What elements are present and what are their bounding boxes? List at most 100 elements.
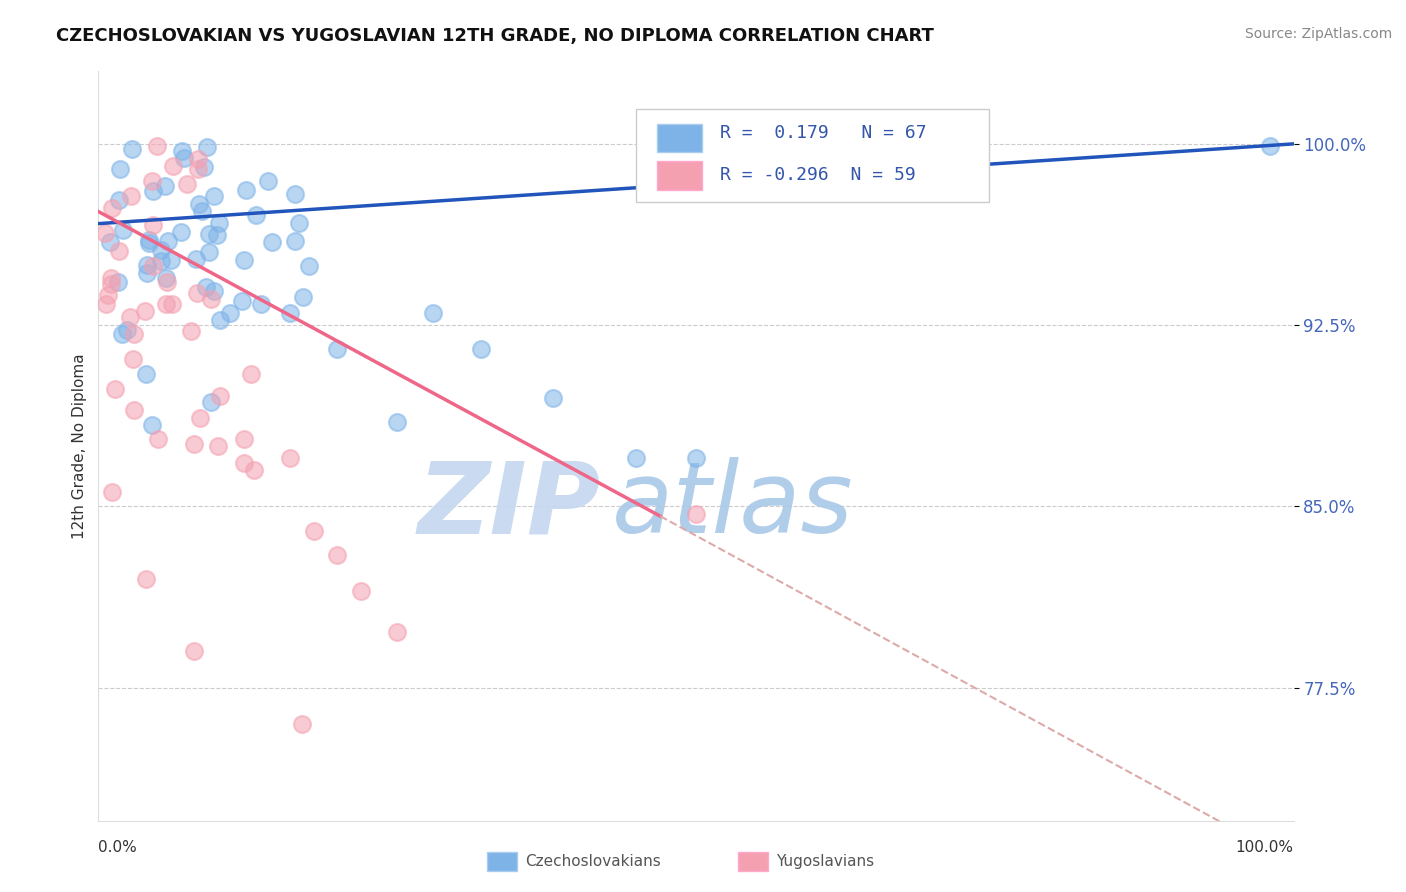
Point [141, 418, 163, 433]
Point [239, 367, 262, 381]
Point [156, 275, 179, 289]
Point [233, 432, 256, 446]
Point [112, 222, 135, 236]
Point [191, 204, 214, 219]
Text: 100.0%: 100.0% [1236, 840, 1294, 855]
Point [233, 253, 256, 268]
Point [200, 292, 222, 306]
Point [172, 144, 194, 158]
Point [208, 389, 231, 403]
Point [94, 226, 117, 240]
Point [101, 484, 124, 499]
Point [124, 402, 146, 417]
Point [141, 174, 163, 188]
Point [135, 258, 157, 272]
Point [97, 288, 120, 302]
Point [142, 184, 165, 198]
Point [541, 391, 564, 405]
Point [138, 236, 160, 251]
Point [120, 310, 142, 325]
Point [115, 323, 138, 337]
Point [173, 151, 195, 165]
Point [284, 234, 307, 248]
Point [155, 271, 177, 285]
Point [135, 367, 157, 381]
Point [278, 306, 301, 320]
Point [1258, 139, 1281, 153]
Point [150, 253, 173, 268]
Text: ZIP: ZIP [418, 458, 600, 555]
FancyBboxPatch shape [486, 852, 517, 871]
Point [292, 290, 315, 304]
FancyBboxPatch shape [637, 109, 988, 202]
Point [110, 162, 132, 177]
Point [162, 297, 184, 311]
Point [219, 306, 242, 320]
Point [685, 507, 707, 521]
Text: R = -0.296  N = 59: R = -0.296 N = 59 [720, 166, 915, 184]
Y-axis label: 12th Grade, No Diploma: 12th Grade, No Diploma [72, 353, 87, 539]
Point [136, 266, 159, 280]
Text: Czechoslovakians: Czechoslovakians [524, 855, 661, 870]
Point [243, 463, 266, 477]
Point [350, 584, 373, 599]
Text: R =  0.179   N = 67: R = 0.179 N = 67 [720, 124, 927, 142]
Point [200, 395, 222, 409]
Point [195, 280, 218, 294]
Point [256, 174, 278, 188]
Point [149, 243, 172, 257]
Point [262, 235, 284, 250]
Point [302, 524, 325, 538]
Point [176, 177, 198, 191]
Point [283, 186, 305, 201]
Point [186, 286, 208, 301]
Point [160, 252, 183, 267]
FancyBboxPatch shape [738, 852, 768, 871]
Point [205, 228, 228, 243]
Point [122, 327, 145, 342]
Point [108, 193, 131, 207]
Point [180, 324, 202, 338]
Point [153, 178, 176, 193]
Point [207, 439, 229, 453]
Point [626, 451, 648, 466]
Point [134, 304, 156, 318]
Point [231, 293, 253, 308]
Point [142, 260, 165, 274]
Point [94, 296, 117, 310]
Point [202, 189, 225, 203]
Point [107, 275, 129, 289]
Point [162, 159, 184, 173]
Text: Source: ZipAtlas.com: Source: ZipAtlas.com [1244, 27, 1392, 41]
Point [187, 162, 209, 177]
Point [187, 153, 209, 167]
Point [188, 197, 211, 211]
FancyBboxPatch shape [657, 124, 702, 153]
Point [183, 644, 205, 658]
Point [198, 227, 221, 242]
Point [101, 201, 124, 215]
Point [135, 572, 157, 586]
Point [250, 297, 273, 311]
FancyBboxPatch shape [657, 161, 702, 190]
Point [111, 326, 134, 341]
Point [155, 297, 177, 311]
Point [100, 277, 122, 291]
Point [193, 161, 215, 175]
Point [148, 432, 170, 446]
Point [298, 259, 321, 273]
Point [198, 245, 221, 260]
Point [422, 306, 444, 320]
Point [233, 457, 256, 471]
Point [100, 271, 122, 285]
Point [157, 234, 180, 248]
Point [98, 235, 121, 249]
Point [146, 139, 169, 153]
Point [170, 225, 193, 239]
Point [108, 244, 131, 258]
Point [245, 208, 267, 222]
Point [208, 216, 231, 230]
Point [138, 233, 160, 247]
Point [385, 625, 409, 640]
Point [326, 548, 349, 562]
